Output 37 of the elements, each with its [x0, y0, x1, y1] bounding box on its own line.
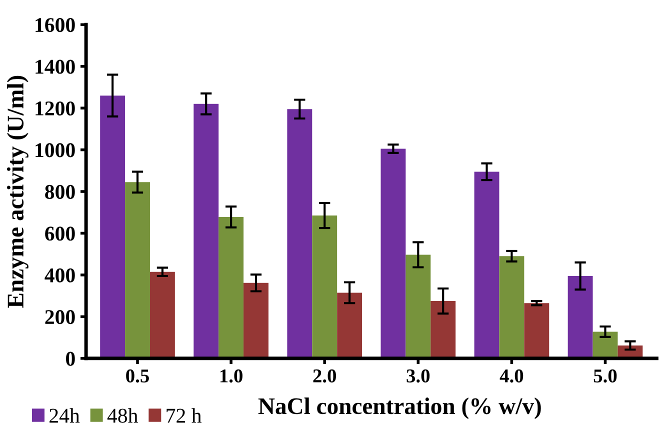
x-tick-label: 5.0 [594, 369, 617, 383]
x-tick-label: 0.5 [126, 369, 149, 383]
legend-label: 48h [107, 408, 138, 423]
y-tick-label: 1600 [36, 18, 75, 32]
bar [430, 301, 456, 358]
x-tick-label: 4.0 [500, 369, 524, 383]
bar [312, 216, 338, 358]
y-tick-label: 1400 [36, 60, 75, 74]
y-axis-title: Enzyme activity (U/ml) [6, 76, 28, 308]
y-tick-label: 800 [45, 184, 75, 199]
bar [218, 216, 244, 358]
y-tick-label: 200 [45, 310, 75, 324]
bar [244, 282, 268, 358]
bar [337, 292, 362, 358]
x-tick-label: 1.0 [220, 369, 242, 383]
bar [592, 332, 618, 358]
bar [100, 96, 126, 358]
bar [287, 109, 312, 358]
bar [568, 276, 593, 358]
legend-label: 72 h [166, 408, 202, 423]
bar [150, 272, 175, 358]
bar [380, 148, 406, 358]
bar [474, 172, 500, 358]
y-tick-label: 1000 [36, 143, 75, 158]
bar [524, 303, 550, 358]
bar [194, 104, 219, 358]
bar [406, 254, 431, 358]
y-tick-label: 600 [45, 226, 75, 241]
legend-label: 24h [50, 408, 80, 423]
x-tick-label: 3.0 [406, 369, 430, 383]
y-tick-label: 400 [44, 268, 75, 282]
x-axis-title: NaCl concentration (% w/v) [258, 398, 541, 419]
y-tick-label: 0 [66, 352, 75, 366]
x-tick-label: 2.0 [313, 369, 336, 383]
bar [499, 256, 524, 358]
y-tick-label: 1200 [36, 101, 75, 116]
bar [125, 182, 150, 358]
